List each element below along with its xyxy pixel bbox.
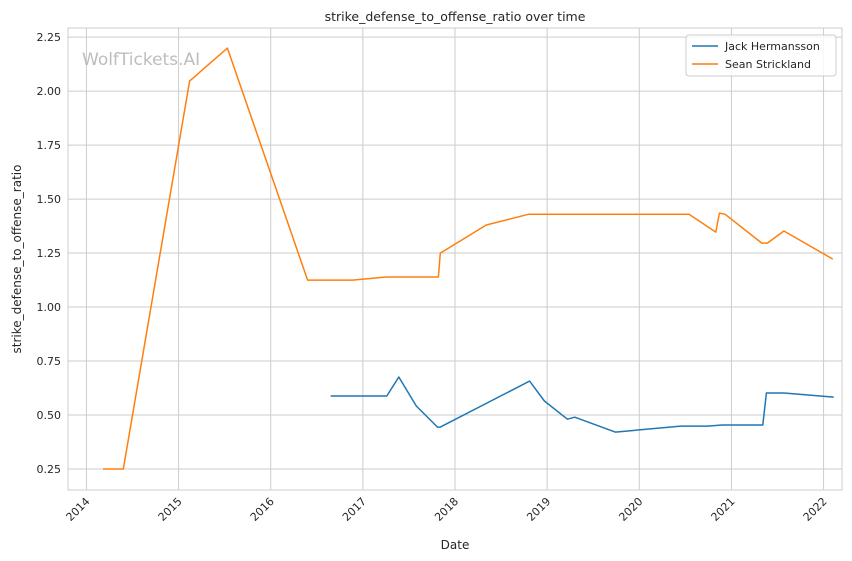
plot-frame — [67, 27, 843, 491]
x-tick-label: 2022 — [801, 495, 830, 524]
legend-label-jack-hermansson: Jack Hermansson — [724, 40, 820, 53]
grid — [68, 28, 842, 490]
y-tick-label: 0.50 — [37, 409, 62, 422]
x-tick-label: 2016 — [248, 495, 277, 524]
y-tick-label: 1.50 — [37, 193, 62, 206]
legend: Jack Hermansson Sean Strickland — [685, 34, 837, 77]
y-tick-label: 1.75 — [37, 139, 62, 152]
x-tick-label: 2015 — [156, 495, 185, 524]
x-axis-label: Date — [441, 538, 470, 552]
x-tick-label: 2014 — [64, 495, 93, 524]
chart-title: strike_defense_to_offense_ratio over tim… — [325, 9, 586, 24]
x-tick-label: 2021 — [709, 495, 738, 524]
x-tick-label: 2018 — [432, 495, 461, 524]
y-tick-label: 2.25 — [37, 31, 62, 44]
x-tick-label: 2017 — [340, 495, 369, 524]
y-tick-label: 1.00 — [37, 301, 62, 314]
y-tick-label: 2.00 — [37, 85, 62, 98]
y-tick-label: 0.25 — [37, 463, 62, 476]
legend-label-sean-strickland: Sean Strickland — [725, 58, 811, 71]
y-axis-label: strike_defense_to_offense_ratio — [10, 165, 24, 354]
series-line-sean-strickland — [103, 47, 834, 470]
y-tick-label: 0.75 — [37, 355, 62, 368]
watermark: WolfTickets.AI — [82, 50, 200, 70]
x-tick-label: 2019 — [524, 495, 553, 524]
series-line-jack-hermansson — [330, 376, 834, 433]
y-tick-label: 1.25 — [37, 247, 62, 260]
x-tick-label: 2020 — [616, 495, 645, 524]
